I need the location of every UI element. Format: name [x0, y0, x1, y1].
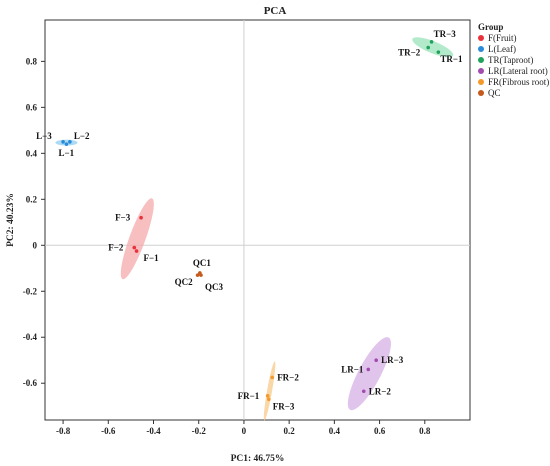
chart-title: PCA — [263, 5, 287, 17]
point-label: L−2 — [74, 131, 90, 141]
legend-entry: FR(Fibrous root) — [488, 77, 549, 87]
x-tick-label: -0.6 — [101, 426, 116, 436]
data-point — [199, 273, 203, 277]
y-tick-label: -0.6 — [23, 378, 38, 388]
plot-frame — [44, 19, 471, 421]
data-point — [429, 40, 434, 44]
point-label: LR−1 — [341, 364, 364, 374]
point-label: LR−2 — [369, 386, 392, 396]
point-label: QC3 — [205, 282, 224, 292]
point-label: QC2 — [175, 277, 194, 287]
legend-marker — [478, 46, 484, 52]
data-point — [374, 358, 378, 363]
point-label: F−1 — [144, 253, 160, 263]
point-label: TR−2 — [398, 48, 421, 58]
y-axis-label: PC2: 40.23% — [6, 193, 16, 247]
y-tick-label: -0.2 — [23, 286, 38, 296]
data-point — [134, 249, 139, 253]
point-label: L−3 — [36, 131, 52, 141]
x-axis-label: PC1: 46.75% — [231, 454, 285, 464]
data-point — [267, 397, 271, 402]
x-tick-label: 0 — [242, 426, 247, 436]
legend-entry: TR(Taproot) — [488, 55, 533, 65]
confidence-ellipse — [263, 361, 276, 421]
legend-marker — [478, 90, 484, 96]
point-label: FR−2 — [277, 372, 299, 382]
point-label: F−2 — [108, 243, 124, 253]
y-tick-label: -0.4 — [23, 332, 38, 342]
legend-entry: LR(Lateral root) — [488, 66, 548, 76]
data-point — [61, 140, 65, 144]
point-label: QC1 — [193, 258, 212, 268]
data-point — [195, 273, 200, 277]
point-label: TR−3 — [434, 29, 457, 39]
legend-marker — [478, 35, 484, 41]
x-tick-label: 0.8 — [419, 426, 431, 436]
x-tick-label: -0.8 — [56, 426, 71, 436]
legend-entry: QC — [488, 88, 501, 98]
point-label: LR−3 — [381, 355, 404, 365]
legend-entry: L(Leaf) — [488, 44, 516, 54]
legend-marker — [478, 57, 484, 63]
legend-marker — [478, 79, 484, 85]
y-tick-label: 0.8 — [26, 56, 38, 66]
data-point — [68, 140, 72, 144]
data-point — [366, 367, 371, 372]
point-label: TR−1 — [440, 54, 463, 64]
confidence-ellipse — [120, 198, 154, 280]
legend-title: Group — [478, 22, 503, 32]
legend-entry: F(Fruit) — [488, 33, 517, 43]
data-point — [139, 215, 143, 220]
y-tick-label: 0.4 — [26, 148, 38, 158]
point-label: FR−3 — [273, 401, 295, 411]
confidence-ellipse — [412, 37, 454, 58]
confidence-ellipse — [347, 337, 391, 411]
point-label: L−1 — [58, 148, 74, 158]
data-point — [361, 389, 366, 394]
data-point — [426, 45, 430, 50]
y-tick-label: 0.6 — [26, 102, 38, 112]
legend-marker — [478, 68, 484, 74]
data-point — [270, 375, 274, 380]
data-point — [265, 394, 270, 398]
data-point — [132, 245, 137, 250]
data-point — [436, 50, 441, 54]
point-label: FR−1 — [238, 391, 260, 401]
y-tick-label: 0 — [33, 240, 38, 250]
x-tick-label: 0.2 — [284, 426, 296, 436]
y-tick-label: 0.2 — [26, 194, 38, 204]
data-point — [64, 142, 69, 146]
x-tick-label: 0.6 — [374, 426, 386, 436]
x-tick-label: -0.4 — [146, 426, 161, 436]
x-tick-label: 0.4 — [329, 426, 341, 436]
point-label: F−3 — [115, 213, 131, 223]
x-tick-label: -0.2 — [192, 426, 207, 436]
